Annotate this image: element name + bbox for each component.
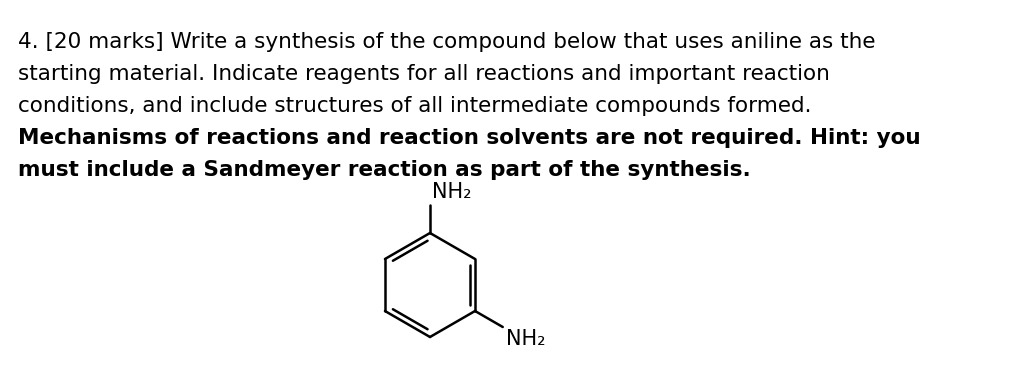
Text: NH₂: NH₂ xyxy=(506,329,546,349)
Text: NH₂: NH₂ xyxy=(432,182,472,202)
Text: must include a Sandmeyer reaction as part of the synthesis.: must include a Sandmeyer reaction as par… xyxy=(18,160,751,180)
Text: Mechanisms of reactions and reaction solvents are not required. Hint: you: Mechanisms of reactions and reaction sol… xyxy=(18,128,921,148)
Text: conditions, and include structures of all intermediate compounds formed.: conditions, and include structures of al… xyxy=(18,96,811,116)
Text: 4. [20 marks] Write a synthesis of the compound below that uses aniline as the: 4. [20 marks] Write a synthesis of the c… xyxy=(18,32,876,52)
Text: starting material. Indicate reagents for all reactions and important reaction: starting material. Indicate reagents for… xyxy=(18,64,829,84)
